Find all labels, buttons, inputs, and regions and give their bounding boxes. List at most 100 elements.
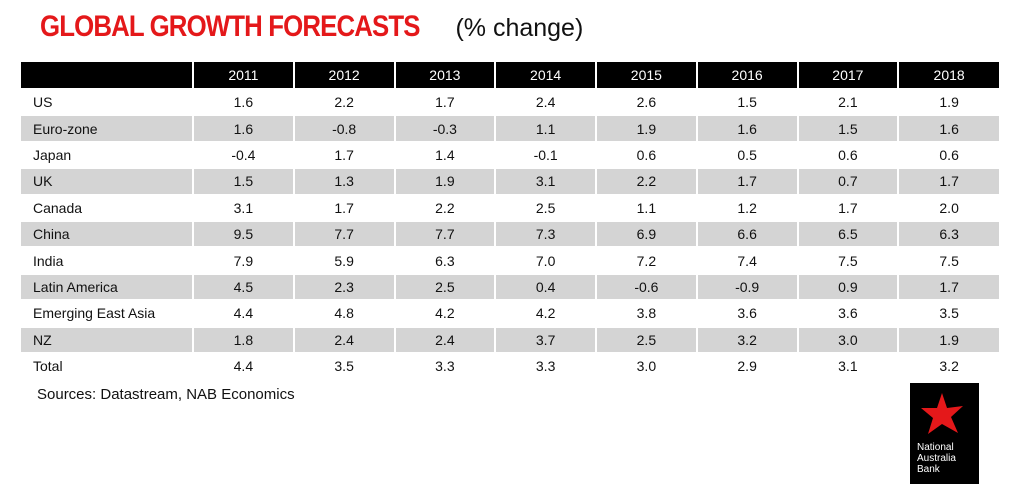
table-cell: 3.1 [192,193,294,221]
table-cell: 1.6 [192,114,294,142]
table-cell: 1.7 [292,193,395,221]
nab-logo: National Australia Bank [910,383,979,484]
header-cell-year: 2016 [695,62,798,89]
table-cell: 6.3 [393,246,496,274]
table-row: Emerging East Asia 4.4 4.8 4.2 4.2 3.8 3.6 3.6 3… [21,299,999,327]
table-row: US 1.6 2.2 1.7 2.4 2.6 1.5 2.1 1.9 [21,87,999,116]
header-cell-year: 2013 [393,62,496,89]
table-cell: 0.6 [897,140,999,169]
table-cell: 1.7 [292,140,395,169]
table-cell: 2.0 [897,193,999,221]
table-row: Euro-zone 1.6 -0.8 -0.3 1.1 1.9 1.6 1.5 1.6 [21,114,999,142]
table-cell: 6.9 [595,219,697,248]
table-cell: 2.6 [595,87,697,116]
table-cell: 2.5 [595,325,697,353]
table-cell: 3.0 [796,325,899,353]
table-cell: 1.2 [695,193,798,221]
growth-forecast-table: 2011 2012 2013 2014 2015 2016 2017 2018 US 1.6 2.… [21,62,999,379]
table-cell: 3.8 [595,299,697,327]
table-cell: 7.4 [695,246,798,274]
table-cell: 1.7 [393,87,496,116]
table-cell: 2.5 [393,272,496,301]
table-cell: 0.9 [796,272,899,301]
table-cell: 4.5 [192,272,294,301]
table-cell: 1.5 [796,114,899,142]
table-cell: 1.6 [695,114,798,142]
row-label: Canada [21,193,193,221]
table-cell: -0.4 [192,140,294,169]
table-cell: 1.5 [192,167,294,195]
table-cell: 1.9 [595,114,697,142]
table-cell: 2.2 [595,167,697,195]
row-label: UK [21,167,193,195]
header-cell-year: 2014 [494,62,596,89]
table-cell: 1.9 [897,325,999,353]
table-cell: 1.7 [897,272,999,301]
row-label: Japan [21,140,193,169]
table-cell: 2.1 [796,87,899,116]
table-row: Total 4.4 3.5 3.3 3.3 3.0 2.9 3.1 3.2 [21,351,999,379]
table-cell: 7.0 [494,246,596,274]
table-cell: 3.7 [494,325,596,353]
table-row: Latin America 4.5 2.3 2.5 0.4 -0.6 -0.9 0.9 1.7 [21,272,999,301]
table-cell: 1.7 [897,167,999,195]
table-cell: 0.7 [796,167,899,195]
table-header-row: 2011 2012 2013 2014 2015 2016 2017 2018 [21,62,999,89]
table-cell: 3.1 [494,167,596,195]
header-cell-year: 2017 [796,62,899,89]
table-cell: 2.9 [695,351,798,379]
row-label: India [21,246,193,274]
table-cell: 3.6 [796,299,899,327]
table-cell: 2.4 [292,325,395,353]
nab-star-icon [921,393,963,434]
table-row: India 7.9 5.9 6.3 7.0 7.2 7.4 7.5 7.5 [21,246,999,274]
table-cell: 1.3 [292,167,395,195]
table-cell: 2.4 [494,87,596,116]
table-cell: 1.6 [897,114,999,142]
table-cell: 4.2 [494,299,596,327]
row-label: Emerging East Asia [21,299,193,327]
table-cell: 7.3 [494,219,596,248]
table-cell: 4.8 [292,299,395,327]
table-cell: 2.2 [393,193,496,221]
table-cell: -0.3 [393,114,496,142]
table-cell: 1.7 [796,193,899,221]
logo-line: National [917,442,954,453]
table-cell: -0.8 [292,114,395,142]
table-cell: 3.0 [595,351,697,379]
table-cell: 3.2 [897,351,999,379]
table-cell: 1.4 [393,140,496,169]
table-cell: 1.7 [695,167,798,195]
row-label: China [21,219,193,248]
table-cell: 3.3 [494,351,596,379]
table-row: China 9.5 7.7 7.7 7.3 6.9 6.6 6.5 6.3 [21,219,999,248]
table-cell: 7.9 [192,246,294,274]
sources-note: Sources: Datastream, NAB Economics [37,386,295,403]
table-cell: 0.6 [595,140,697,169]
row-label: Euro-zone [21,114,193,142]
table-row: NZ 1.8 2.4 2.4 3.7 2.5 3.2 3.0 1.9 [21,325,999,353]
table-cell: 2.2 [292,87,395,116]
table-cell: 1.6 [192,87,294,116]
table-cell: -0.1 [494,140,596,169]
table-cell: 1.1 [494,114,596,142]
table-cell: 2.4 [393,325,496,353]
row-label: Total [21,351,193,379]
table-cell: 3.5 [897,299,999,327]
table-cell: 7.2 [595,246,697,274]
table-cell: 4.4 [192,351,294,379]
table-cell: 9.5 [192,219,294,248]
table-cell: 0.5 [695,140,798,169]
table-cell: 4.4 [192,299,294,327]
table-cell: 4.2 [393,299,496,327]
page-title: GLOBAL GROWTH FORECASTS (% change) [40,10,583,50]
table-cell: 3.3 [393,351,496,379]
table-cell: 7.5 [796,246,899,274]
table-cell: 0.4 [494,272,596,301]
table-cell: 5.9 [292,246,395,274]
table-cell: 3.6 [695,299,798,327]
header-cell-year: 2012 [292,62,395,89]
table-row: UK 1.5 1.3 1.9 3.1 2.2 1.7 0.7 1.7 [21,167,999,195]
table-cell: 7.7 [292,219,395,248]
table-cell: 7.7 [393,219,496,248]
